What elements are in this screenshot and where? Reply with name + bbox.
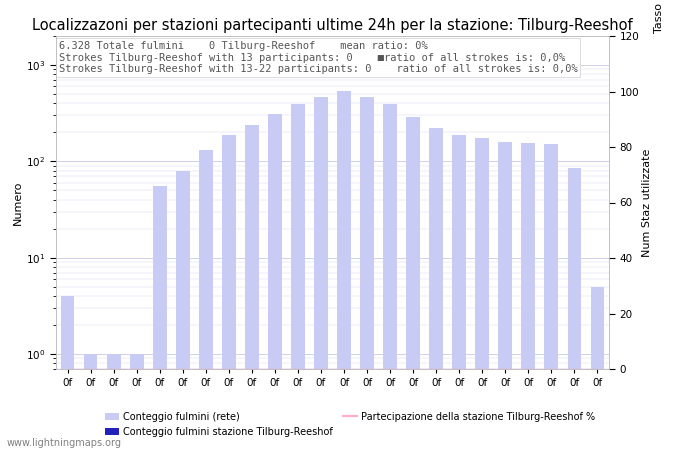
Bar [61, 296, 74, 450]
Bar [268, 114, 282, 450]
Text: 6.328 Totale fulmini    0 Tilburg-Reeshof    mean ratio: 0%
Strokes Tilburg-Rees: 6.328 Totale fulmini 0 Tilburg-Reeshof m… [59, 41, 578, 74]
Bar [83, 354, 97, 450]
Legend: Conteggio fulmini (rete), Conteggio fulmini stazione Tilburg-Reeshof, Partecipaz: Conteggio fulmini (rete), Conteggio fulm… [101, 408, 599, 441]
Bar [406, 117, 420, 450]
Bar [452, 135, 466, 450]
Bar [383, 104, 397, 450]
Y-axis label: Num Staz utilizzate: Num Staz utilizzate [642, 148, 652, 256]
Bar [429, 128, 443, 450]
Bar [176, 171, 190, 450]
Text: Tasso [%]: Tasso [%] [653, 0, 663, 33]
Bar [475, 138, 489, 450]
Bar [106, 354, 120, 450]
Bar [291, 104, 304, 450]
Y-axis label: Numero: Numero [13, 180, 23, 225]
Bar [568, 168, 581, 450]
Bar [591, 287, 604, 450]
Bar [222, 135, 236, 450]
Bar [314, 97, 328, 450]
Text: www.lightningmaps.org: www.lightningmaps.org [7, 438, 122, 448]
Bar [522, 143, 536, 450]
Bar [545, 144, 559, 450]
Bar [360, 97, 374, 450]
Bar [130, 354, 144, 450]
Bar [245, 125, 259, 450]
Title: Localizzazoni per stazioni partecipanti ultime 24h per la stazione: Tilburg-Rees: Localizzazoni per stazioni partecipanti … [32, 18, 633, 33]
Bar [199, 150, 213, 450]
Bar [337, 91, 351, 450]
Bar [498, 142, 512, 450]
Bar [153, 186, 167, 450]
